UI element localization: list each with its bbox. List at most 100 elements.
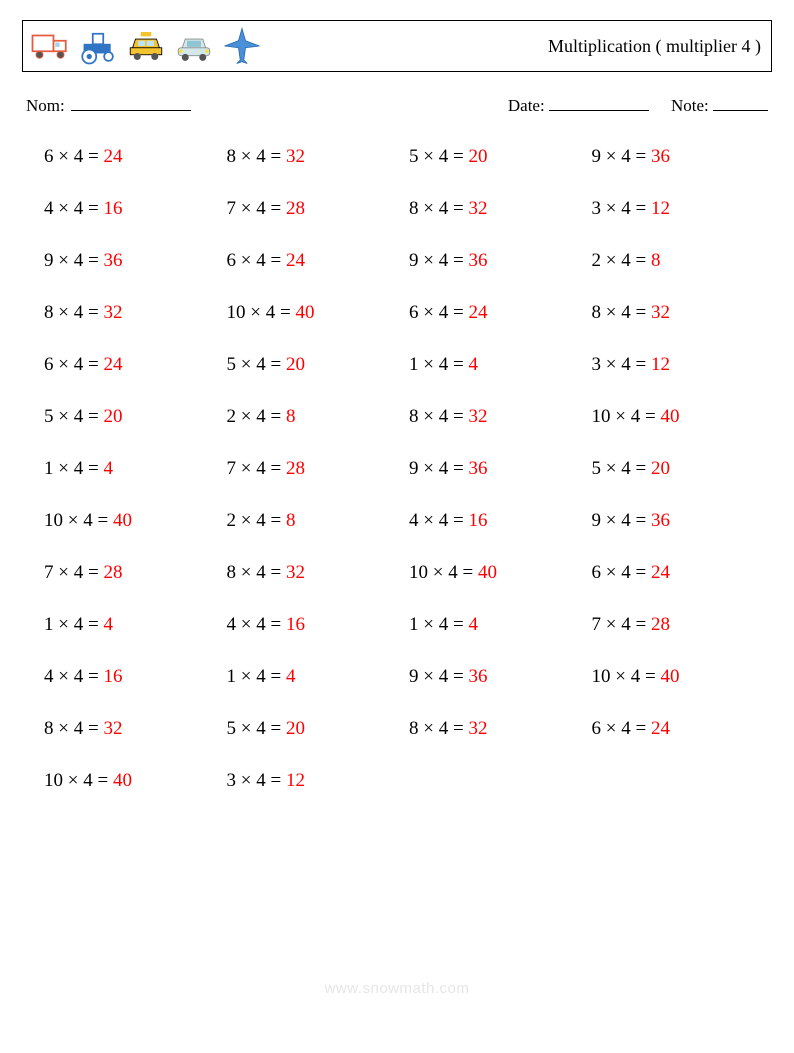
problem: 10 × 4 = 40 — [592, 406, 765, 428]
problem: 10 × 4 = 40 — [409, 562, 582, 584]
problem: 2 × 4 = 8 — [592, 250, 765, 272]
problem-expression: 2 × 4 = — [592, 250, 651, 271]
problem-expression: 9 × 4 = — [44, 250, 103, 271]
note-field: Note: — [671, 94, 768, 116]
problem-answer: 20 — [286, 718, 305, 739]
problem-answer: 24 — [651, 718, 670, 739]
problem: 8 × 4 = 32 — [227, 146, 400, 168]
footer-watermark: www.snowmath.com — [0, 980, 794, 997]
problem-answer: 36 — [103, 250, 122, 271]
problem-answer: 28 — [651, 614, 670, 635]
problem: 10 × 4 = 40 — [44, 510, 217, 532]
problem-expression: 5 × 4 = — [409, 146, 468, 167]
problem-expression: 8 × 4 = — [409, 198, 468, 219]
problem-expression: 3 × 4 = — [227, 770, 286, 791]
problem: 10 × 4 = 40 — [227, 302, 400, 324]
problem: 9 × 4 = 36 — [409, 250, 582, 272]
problem-answer: 12 — [286, 770, 305, 791]
name-label: Nom: — [26, 96, 65, 116]
problem-expression: 2 × 4 = — [227, 406, 286, 427]
problem-answer: 28 — [286, 198, 305, 219]
problem-expression: 5 × 4 = — [592, 458, 651, 479]
problem-expression: 6 × 4 = — [227, 250, 286, 271]
problem-answer: 40 — [295, 302, 314, 323]
problem-expression: 4 × 4 = — [44, 666, 103, 687]
problems-grid: 6 × 4 = 24 8 × 4 = 32 5 × 4 = 20 9 × 4 = 36… — [22, 146, 772, 792]
date-blank[interactable] — [549, 94, 649, 111]
problem-answer: 40 — [660, 666, 679, 687]
problem-answer: 20 — [103, 406, 122, 427]
problem-expression: 7 × 4 = — [592, 614, 651, 635]
problem-answer: 8 — [286, 406, 296, 427]
worksheet-page: Multiplication ( multiplier 4 ) Nom: Dat… — [0, 0, 794, 792]
problem-expression: 3 × 4 = — [592, 354, 651, 375]
info-row: Nom: Date: Note: — [22, 94, 772, 116]
worksheet-title: Multiplication ( multiplier 4 ) — [548, 36, 761, 57]
problem-answer: 16 — [103, 198, 122, 219]
problem: 6 × 4 = 24 — [227, 250, 400, 272]
problem-expression: 9 × 4 = — [409, 458, 468, 479]
problem-expression: 10 × 4 = — [409, 562, 478, 583]
problem: 6 × 4 = 24 — [592, 718, 765, 740]
problem-expression: 1 × 4 = — [44, 458, 103, 479]
problem-answer: 20 — [468, 146, 487, 167]
problem-answer: 40 — [113, 770, 132, 791]
problem-answer: 32 — [468, 406, 487, 427]
problem-expression: 10 × 4 = — [592, 666, 661, 687]
problem: 8 × 4 = 32 — [409, 198, 582, 220]
problem-expression: 8 × 4 = — [227, 562, 286, 583]
problem-answer: 36 — [651, 510, 670, 531]
problem-answer: 16 — [286, 614, 305, 635]
problem: 3 × 4 = 12 — [227, 770, 400, 792]
problem-expression: 10 × 4 = — [227, 302, 296, 323]
problem: 8 × 4 = 32 — [44, 302, 217, 324]
problem-answer: 32 — [468, 718, 487, 739]
problem: 9 × 4 = 36 — [44, 250, 217, 272]
problem-expression: 4 × 4 = — [409, 510, 468, 531]
problem-expression: 7 × 4 = — [227, 458, 286, 479]
problem-expression: 5 × 4 = — [44, 406, 103, 427]
car-icon — [173, 25, 215, 67]
problem: 5 × 4 = 20 — [592, 458, 765, 480]
problem: 7 × 4 = 28 — [227, 458, 400, 480]
problem-answer: 36 — [468, 250, 487, 271]
problem: 6 × 4 = 24 — [409, 302, 582, 324]
problem: 5 × 4 = 20 — [227, 718, 400, 740]
problem: 2 × 4 = 8 — [227, 510, 400, 532]
problem: 1 × 4 = 4 — [227, 666, 400, 688]
problem-expression: 7 × 4 = — [44, 562, 103, 583]
problem: 3 × 4 = 12 — [592, 198, 765, 220]
problem: 9 × 4 = 36 — [409, 666, 582, 688]
problem-answer: 32 — [103, 718, 122, 739]
problem: 4 × 4 = 16 — [44, 666, 217, 688]
problem-answer: 16 — [103, 666, 122, 687]
problem-answer: 8 — [651, 250, 661, 271]
date-field: Date: — [508, 94, 649, 116]
problem-answer: 36 — [468, 458, 487, 479]
problem-answer: 28 — [103, 562, 122, 583]
problem-answer: 16 — [468, 510, 487, 531]
problem-answer: 12 — [651, 354, 670, 375]
name-blank[interactable] — [71, 94, 191, 111]
problem-expression: 9 × 4 = — [409, 250, 468, 271]
problem: 10 × 4 = 40 — [44, 770, 217, 792]
problem-expression: 7 × 4 = — [227, 198, 286, 219]
problem: 5 × 4 = 20 — [227, 354, 400, 376]
problem-expression: 5 × 4 = — [227, 354, 286, 375]
problem: 1 × 4 = 4 — [409, 614, 582, 636]
problem: 5 × 4 = 20 — [409, 146, 582, 168]
note-blank[interactable] — [713, 94, 768, 111]
taxi-icon — [125, 25, 167, 67]
problem-answer: 36 — [468, 666, 487, 687]
problem-answer: 32 — [468, 198, 487, 219]
problem-expression: 8 × 4 = — [227, 146, 286, 167]
problem-expression: 6 × 4 = — [44, 354, 103, 375]
problem-expression: 3 × 4 = — [592, 198, 651, 219]
problem: 10 × 4 = 40 — [592, 666, 765, 688]
problem-expression: 4 × 4 = — [44, 198, 103, 219]
truck-icon — [29, 25, 71, 67]
problem-answer: 32 — [103, 302, 122, 323]
problem: 1 × 4 = 4 — [44, 458, 217, 480]
problem-answer: 4 — [103, 458, 113, 479]
name-field: Nom: — [26, 94, 191, 116]
